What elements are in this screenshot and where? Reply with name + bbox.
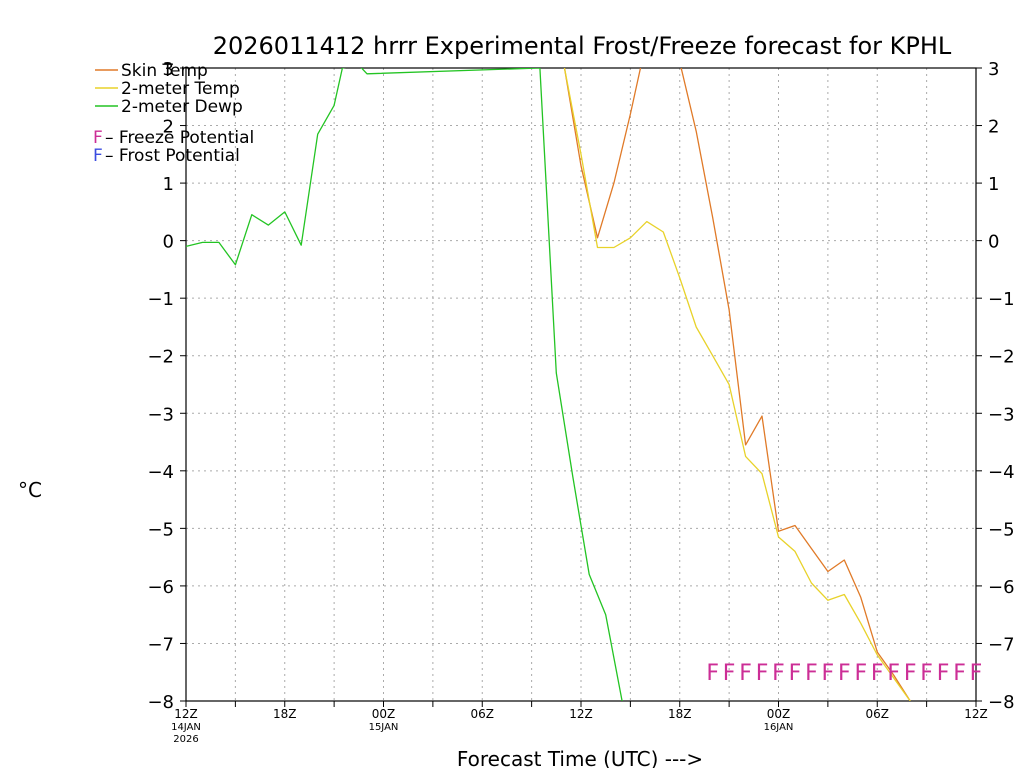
x-tick-year: 2026 [173,734,198,745]
series-group [186,68,911,701]
freeze-potential-mark: F [772,661,785,686]
y-tick-label-left: −8 [147,692,174,713]
series-line-2-meter-dewp [186,68,623,701]
series-line-skin-temp [563,68,911,701]
legend-label-2m-temp: 2-meter Temp [121,79,240,99]
freeze-potential-mark: F [887,661,900,686]
freeze-potential-mark: F [822,661,835,686]
y-tick-label-left: 2 [163,117,174,138]
y-tick-label-right: 2 [988,117,999,138]
y-tick-label-left: 3 [163,59,174,80]
y-tick-label-left: −2 [147,347,174,368]
series-line-2-meter-temp [563,68,911,701]
y-tick-label-right: 0 [988,232,999,253]
annotation-frost-text: – Frost Potential [105,146,240,166]
y-axis-unit: °C [18,478,42,502]
annotation-freeze-text: – Freeze Potential [105,128,254,148]
freeze-potential-mark: F [937,661,950,686]
freeze-potential-mark: F [805,661,818,686]
legend-label-skin-temp: Skin Temp [121,61,208,81]
x-tick-label: 18Z [668,707,692,721]
x-tick-label: 06Z [866,707,890,721]
freeze-potential-mark: F [838,661,851,686]
y-tick-label-right: −1 [988,289,1015,310]
y-tick-label-left: 0 [163,232,174,253]
x-tick-label: 12Z [569,707,593,721]
x-tick-date: 15JAN [369,722,399,733]
freeze-potential-mark: F [706,661,719,686]
x-tick-label: 06Z [471,707,495,721]
y-tick-label-right: −2 [988,347,1015,368]
freeze-potential-mark: F [723,661,736,686]
y-tick-label-left: −6 [147,577,174,598]
annotation-frost-marker: F [93,146,103,166]
y-tick-label-right: −4 [988,462,1015,483]
freeze-potential-mark: F [871,661,884,686]
freeze-potential-mark: F [970,661,983,686]
freeze-potential-mark: F [854,661,867,686]
chart-title: 2026011412 hrrr Experimental Frost/Freez… [213,32,952,60]
freeze-potential-mark: F [739,661,752,686]
y-tick-label-left: −4 [147,462,174,483]
x-tick-date: 16JAN [764,722,794,733]
y-tick-label-left: −5 [147,519,174,540]
y-tick-label-right: −5 [988,519,1015,540]
y-tick-label-right: −7 [988,634,1015,655]
freeze-potential-mark: F [789,661,802,686]
y-tick-label-left: −3 [147,404,174,425]
x-tick-label: 00Z [372,707,396,721]
x-tick-label: 12Z [964,707,988,721]
legend-label-2m-dewp: 2-meter Dewp [121,97,243,117]
x-tick-label: 00Z [767,707,791,721]
y-tick-label-right: −3 [988,404,1015,425]
freeze-potential-mark: F [953,661,966,686]
axis-ticks: 3 3 2 2 1 1 0 0 −1 −1 −2 −2 −3 −3 −4 −4 −5 −5 −6 −6 −7 −7 −8 −8… [147,59,1014,745]
y-tick-label-right: 3 [988,59,999,80]
x-tick-date: 14JAN [171,722,201,733]
x-tick-label: 12Z [174,707,198,721]
y-tick-label-left: −1 [147,289,174,310]
annotation-freeze-marker: F [93,128,103,148]
y-tick-label-left: 1 [163,174,174,195]
freeze-potential-mark: F [904,661,917,686]
legend: Skin Temp 2-meter Temp 2-meter Dewp F – … [93,61,254,166]
freeze-potential-mark: F [920,661,933,686]
x-tick-label: 18Z [273,707,297,721]
y-tick-label-right: −8 [988,692,1015,713]
x-axis-label: Forecast Time (UTC) ---> [457,747,703,768]
freeze-potential-mark: F [756,661,769,686]
y-tick-label-right: 1 [988,174,999,195]
y-tick-label-left: −7 [147,634,174,655]
y-tick-label-right: −6 [988,577,1015,598]
